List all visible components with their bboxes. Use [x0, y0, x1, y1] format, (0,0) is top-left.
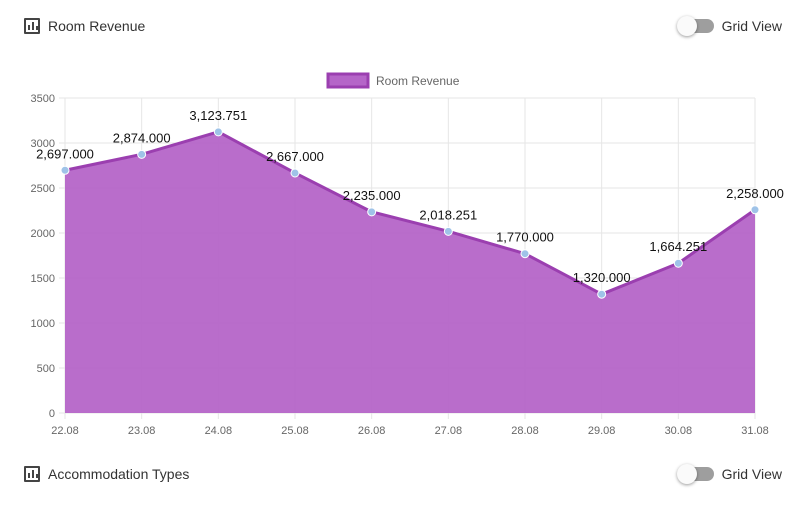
toggle-knob[interactable]	[676, 464, 697, 484]
data-point	[290, 168, 300, 178]
y-tick-label: 2500	[31, 183, 55, 195]
data-label: 2,697.000	[36, 146, 94, 161]
data-label: 2,258.000	[726, 186, 784, 201]
x-tick-label: 29.08	[588, 425, 616, 437]
grid-view-switch[interactable]	[676, 16, 714, 36]
grid-view-label: Grid View	[721, 18, 782, 34]
room-revenue-header: Room Revenue	[24, 18, 145, 34]
series-line	[64, 130, 756, 296]
area-fill	[65, 131, 755, 413]
legend-label: Room Revenue	[376, 74, 460, 88]
y-tick-label: 1500	[31, 273, 55, 285]
y-tick-label: 3500	[31, 93, 55, 105]
x-tick-label: 24.08	[205, 425, 233, 437]
legend-swatch	[326, 72, 370, 89]
y-tick-label: 3000	[31, 138, 55, 150]
data-point	[443, 226, 453, 236]
accommodation-types-title: Accommodation Types	[48, 466, 190, 482]
data-point	[520, 249, 530, 259]
data-label: 3,123.751	[189, 108, 247, 123]
x-tick-label: 28.08	[511, 425, 539, 437]
room-revenue-grid-toggle[interactable]: Grid View	[676, 16, 782, 36]
grid-view-switch[interactable]	[676, 464, 714, 484]
data-label: 1,320.000	[573, 270, 631, 285]
x-tick-label: 25.08	[281, 425, 309, 437]
data-label: 2,667.000	[266, 149, 324, 164]
room-revenue-title: Room Revenue	[48, 18, 146, 34]
grid-view-label: Grid View	[721, 466, 782, 482]
data-point	[673, 258, 683, 268]
x-tick-label: 31.08	[741, 425, 769, 437]
data-point	[750, 205, 760, 215]
x-tick-label: 22.08	[51, 425, 79, 437]
x-tick-label: 30.08	[665, 425, 693, 437]
y-tick-label: 500	[37, 363, 55, 375]
data-point	[597, 289, 607, 299]
data-point	[137, 149, 147, 159]
data-point	[367, 207, 377, 217]
x-tick-label: 26.08	[358, 425, 386, 437]
data-label: 1,770.000	[496, 230, 554, 245]
bar-chart-icon	[24, 466, 40, 482]
data-point	[213, 127, 223, 137]
data-label: 2,874.000	[113, 130, 171, 145]
y-tick-label: 0	[49, 408, 55, 420]
bar-chart-icon	[24, 18, 40, 34]
accommodation-grid-toggle[interactable]: Grid View	[676, 464, 782, 484]
toggle-knob[interactable]	[676, 16, 697, 36]
y-tick-label: 2000	[31, 228, 55, 240]
data-label: 2,018.251	[419, 207, 477, 222]
data-label: 2,235.000	[343, 188, 401, 203]
data-point	[60, 165, 70, 175]
data-label: 1,664.251	[649, 239, 707, 254]
x-tick-label: 23.08	[128, 425, 156, 437]
y-tick-label: 1000	[31, 318, 55, 330]
room-revenue-chart: Room Revenue 0 500 1000 1500 2000 2500 3000 3500…	[31, 72, 784, 437]
x-tick-label: 27.08	[435, 425, 463, 437]
accommodation-types-header: Accommodation Types	[24, 466, 189, 482]
